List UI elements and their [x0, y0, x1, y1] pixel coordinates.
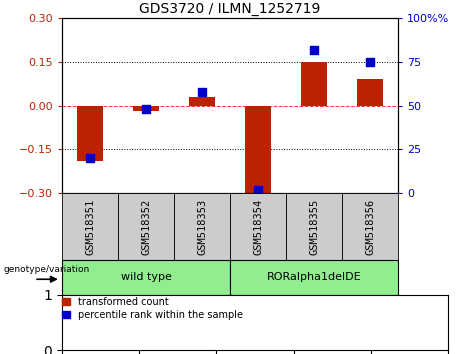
Point — [142, 106, 150, 112]
Bar — [230, 260, 398, 295]
Point — [86, 155, 94, 161]
Bar — [189, 97, 215, 105]
Title: GDS3720 / ILMN_1252719: GDS3720 / ILMN_1252719 — [139, 1, 321, 16]
Legend: transformed count, percentile rank within the sample: transformed count, percentile rank withi… — [60, 295, 244, 322]
Text: GSM518352: GSM518352 — [141, 198, 151, 255]
Text: GSM518355: GSM518355 — [309, 198, 319, 255]
Text: GSM518353: GSM518353 — [197, 198, 207, 255]
Text: GSM518356: GSM518356 — [365, 198, 375, 255]
Bar — [118, 193, 174, 260]
Bar — [342, 193, 398, 260]
Bar — [357, 79, 383, 105]
Bar — [174, 193, 230, 260]
Text: GSM518351: GSM518351 — [85, 198, 95, 255]
Point — [198, 88, 206, 94]
Text: RORalpha1delDE: RORalpha1delDE — [266, 273, 361, 282]
Bar — [62, 260, 230, 295]
Bar — [286, 193, 342, 260]
Text: GSM518354: GSM518354 — [253, 198, 263, 255]
Bar — [301, 62, 326, 105]
Bar — [245, 105, 271, 193]
Bar — [62, 193, 118, 260]
Bar — [133, 105, 159, 112]
Text: genotype/variation: genotype/variation — [3, 265, 89, 274]
Point — [366, 59, 374, 64]
Bar — [77, 105, 103, 161]
Point — [310, 47, 318, 52]
Bar — [230, 193, 286, 260]
Point — [254, 187, 262, 192]
Text: wild type: wild type — [121, 273, 171, 282]
